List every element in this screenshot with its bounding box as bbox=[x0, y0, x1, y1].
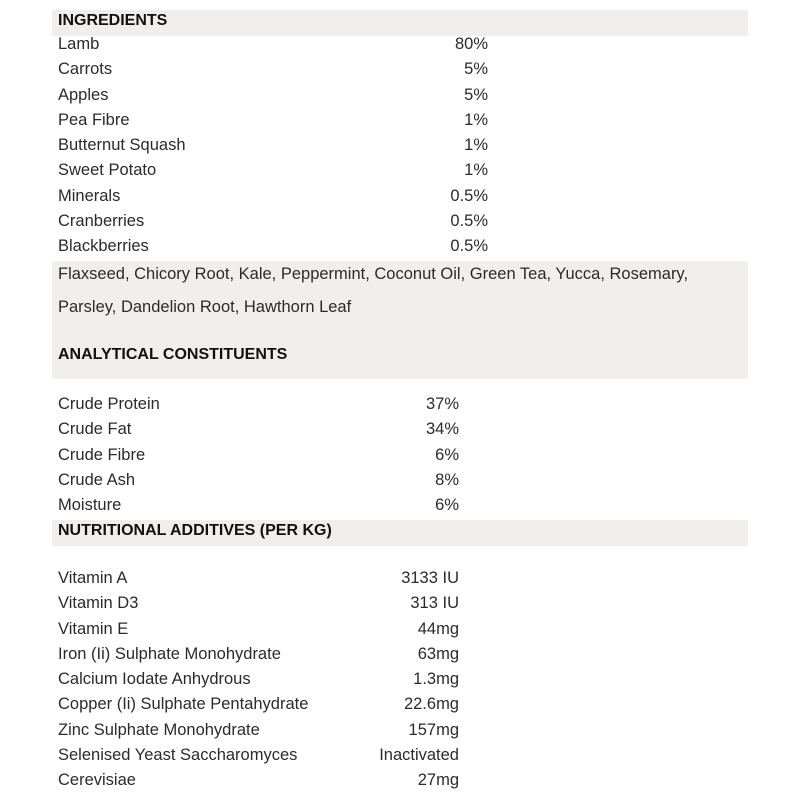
row-name: Carrots bbox=[58, 60, 113, 79]
row-name: Copper (Ii) Sulphate Pentahydrate bbox=[58, 695, 309, 714]
row-name: Calcium Iodate Anhydrous bbox=[58, 670, 251, 689]
table-row: Vitamin A 3133 IU bbox=[58, 566, 459, 591]
table-row: Crude Protein 37% bbox=[58, 392, 459, 417]
row-name: Cranberries bbox=[58, 212, 145, 231]
row-value: 0.5% bbox=[450, 186, 488, 205]
row-name: Pea Fibre bbox=[58, 110, 130, 129]
row-name: Selenised Yeast Saccharomyces bbox=[58, 746, 298, 765]
row-name: Apples bbox=[58, 85, 109, 104]
row-value: 6% bbox=[435, 445, 459, 464]
table-row: Minerals 0.5% bbox=[58, 184, 488, 209]
table-row: Selenised Yeast Saccharomyces Inactivated bbox=[58, 743, 459, 768]
row-name: Crude Protein bbox=[58, 395, 160, 413]
row-name: Butternut Squash bbox=[58, 136, 186, 155]
row-value: Inactivated bbox=[379, 746, 459, 765]
table-row: Carrots 5% bbox=[58, 57, 488, 82]
additives-table: Vitamin A 3133 IU Vitamin D3 313 IU Vitamin … bbox=[58, 566, 459, 794]
row-value: 3133 IU bbox=[401, 569, 459, 587]
table-row: Pea Fibre 1% bbox=[58, 108, 488, 133]
table-row: Sweet Potato 1% bbox=[58, 158, 488, 183]
ingredients-table: Lamb 80% Carrots 5% Apples 5% Pea Fibre 1% Butte… bbox=[58, 32, 488, 260]
table-row: Moisture 6% bbox=[58, 493, 459, 518]
table-row: Calcium Iodate Anhydrous 1.3mg bbox=[58, 667, 459, 692]
table-row: Zinc Sulphate Monohydrate 157mg bbox=[58, 718, 459, 743]
table-row: Vitamin E 44mg bbox=[58, 617, 459, 642]
other-ingredients-band bbox=[52, 261, 748, 379]
row-name: Sweet Potato bbox=[58, 161, 157, 180]
ingredients-header-band bbox=[52, 10, 748, 36]
row-value: 313 IU bbox=[410, 594, 459, 613]
row-value: 1% bbox=[464, 136, 488, 155]
row-name: Crude Fat bbox=[58, 420, 132, 439]
row-value: 8% bbox=[435, 470, 459, 489]
table-row: Crude Ash 8% bbox=[58, 468, 459, 493]
table-row: Cranberries 0.5% bbox=[58, 209, 488, 234]
table-row: Butternut Squash 1% bbox=[58, 133, 488, 158]
additives-heading: NUTRITIONAL ADDITIVES (PER KG) bbox=[58, 522, 332, 539]
row-name: Blackberries bbox=[58, 237, 149, 256]
table-row: Iron (Ii) Sulphate Monohydrate 63mg bbox=[58, 642, 459, 667]
additives-header-band bbox=[52, 520, 748, 546]
row-name: Cerevisiae bbox=[58, 771, 136, 790]
row-name: Vitamin D3 bbox=[58, 594, 139, 613]
table-row: Lamb 80% bbox=[58, 32, 488, 57]
table-row: Crude Fat 34% bbox=[58, 417, 459, 442]
row-value: 157mg bbox=[408, 720, 459, 739]
row-name: Crude Ash bbox=[58, 470, 136, 489]
row-value: 0.5% bbox=[450, 212, 488, 231]
table-row: Blackberries 0.5% bbox=[58, 234, 488, 259]
analytical-heading: ANALYTICAL CONSTITUENTS bbox=[58, 346, 288, 363]
row-value: 44mg bbox=[417, 619, 459, 638]
row-name: Minerals bbox=[58, 186, 121, 205]
row-name: Vitamin E bbox=[58, 619, 129, 638]
row-value: 1% bbox=[464, 110, 488, 129]
row-value: 22.6mg bbox=[403, 695, 459, 714]
row-name: Vitamin A bbox=[58, 569, 128, 587]
table-row: Crude Fibre 6% bbox=[58, 443, 459, 468]
table-row: Cerevisiae 27mg bbox=[58, 768, 459, 793]
row-value: 80% bbox=[454, 35, 488, 53]
ingredients-heading: INGREDIENTS bbox=[58, 12, 168, 29]
row-value: 1.3mg bbox=[413, 670, 459, 689]
row-value: 37% bbox=[425, 395, 459, 413]
row-name: Moisture bbox=[58, 496, 122, 515]
row-value: 1% bbox=[464, 161, 488, 180]
other-ingredients-text: Flaxseed, Chicory Root, Kale, Peppermint… bbox=[58, 265, 689, 316]
row-name: Iron (Ii) Sulphate Monohydrate bbox=[58, 644, 281, 663]
table-row: Copper (Ii) Sulphate Pentahydrate 22.6mg bbox=[58, 692, 459, 717]
row-name: Crude Fibre bbox=[58, 445, 146, 464]
analytical-table: Crude Protein 37% Crude Fat 34% Crude Fibre 6… bbox=[58, 392, 459, 518]
row-value: 63mg bbox=[417, 644, 459, 663]
row-value: 5% bbox=[464, 85, 488, 104]
row-name: Lamb bbox=[58, 35, 100, 53]
table-row: Apples 5% bbox=[58, 83, 488, 108]
row-name: Zinc Sulphate Monohydrate bbox=[58, 720, 260, 739]
row-value: 0.5% bbox=[450, 237, 488, 256]
row-value: 34% bbox=[425, 420, 459, 439]
row-value: 5% bbox=[464, 60, 488, 79]
row-value: 27mg bbox=[417, 771, 459, 790]
table-row: Vitamin D3 313 IU bbox=[58, 591, 459, 616]
row-value: 6% bbox=[435, 496, 459, 515]
